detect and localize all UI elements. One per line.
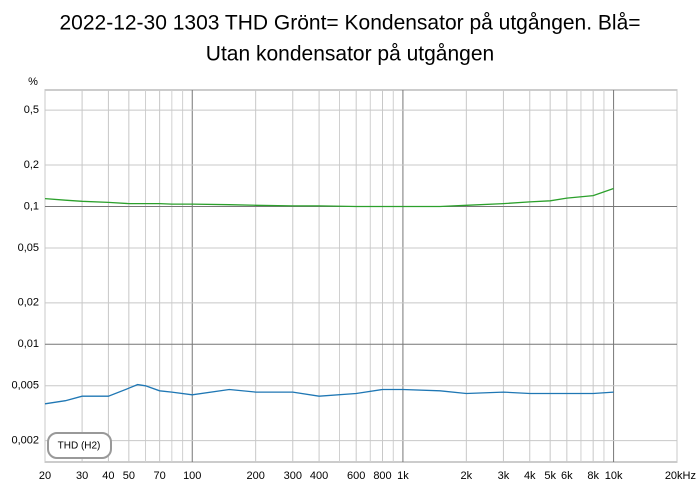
y-tick-label: 0,02 <box>18 297 39 309</box>
legend-box <box>47 432 112 459</box>
x-tick-label: 6k <box>561 470 573 482</box>
x-tick-label: 300 <box>284 470 302 482</box>
x-tick-label: 10k <box>605 470 623 482</box>
data-line <box>44 383 614 405</box>
x-tick-label: 20 <box>39 470 51 482</box>
y-tick-label: 0,5 <box>24 104 39 116</box>
x-tick-label: 400 <box>310 470 328 482</box>
x-tick-label: 1k <box>397 470 409 482</box>
x-tick-label: 100 <box>183 470 201 482</box>
chart-title: 2022-12-30 1303 THD Grönt= Kondensator p… <box>59 12 640 35</box>
data-line <box>44 187 614 208</box>
x-tick-label: 20kHz <box>665 470 696 482</box>
x-tick-label: 8k <box>587 470 599 482</box>
y-tick-label: 0,005 <box>11 380 39 392</box>
x-tick-label: 70 <box>153 470 165 482</box>
x-tick-label: 800 <box>373 470 391 482</box>
x-tick-label: 4k <box>524 470 536 482</box>
x-tick-label: 5k <box>544 470 556 482</box>
y-axis-label: % <box>28 76 38 88</box>
legend-label: THD (H2) <box>58 441 101 452</box>
y-tick-label: 0,1 <box>24 200 39 212</box>
y-tick-label: 0,002 <box>11 435 39 447</box>
x-tick-label: 30 <box>76 470 88 482</box>
y-tick-label: 0,05 <box>18 242 39 254</box>
y-tick-label: 0,01 <box>18 338 39 350</box>
x-tick-label: 3k <box>498 470 510 482</box>
x-tick-label: 600 <box>347 470 365 482</box>
plot-area <box>44 89 678 463</box>
x-tick-label: 2k <box>461 470 473 482</box>
y-tick-label: 0,2 <box>24 159 39 171</box>
x-tick-label: 50 <box>123 470 135 482</box>
x-tick-label: 200 <box>246 470 264 482</box>
x-tick-label: 40 <box>102 470 114 482</box>
chart-subtitle: Utan kondensator på utgången <box>206 43 494 66</box>
